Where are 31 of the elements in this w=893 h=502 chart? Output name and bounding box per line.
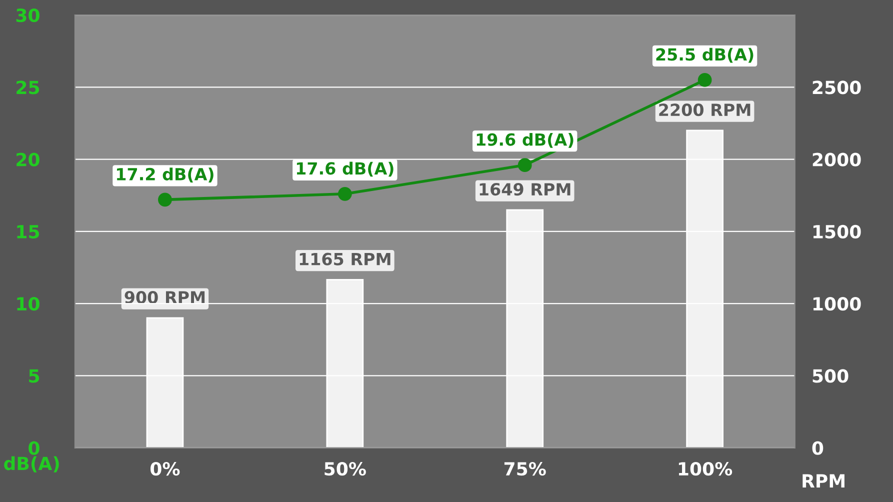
data-label: 17.6 dB(A): [296, 162, 394, 177]
y2-tick-label: 2500: [812, 80, 861, 94]
x-tick-label: 50%: [324, 462, 366, 476]
data-label: 25.5 dB(A): [656, 48, 754, 63]
y-tick-label: 25: [16, 80, 40, 94]
data-label: 1649 RPM: [480, 183, 570, 196]
y2-tick-label: 500: [812, 369, 848, 383]
data-label: 1165 RPM: [300, 252, 390, 266]
y-axis-title: dB(A): [4, 456, 59, 472]
data-label: 17.2 dB(A): [117, 168, 214, 182]
y-tick-label: 30: [16, 8, 40, 22]
y-tick-label: 20: [16, 152, 40, 166]
x-tick-label: 100%: [678, 462, 732, 476]
y2-tick-label: 0: [812, 441, 824, 455]
y2-tick-label: 1500: [813, 224, 861, 239]
y2-tick-label: 2000: [812, 152, 861, 166]
x-tick-label: 0%: [150, 462, 180, 476]
x-tick-label: 75%: [504, 462, 546, 476]
point: [698, 73, 712, 87]
y-tick-label: 15: [17, 225, 40, 239]
y2-tick-label: 1000: [813, 297, 861, 311]
point: [338, 186, 352, 201]
y-tick-label: 5: [29, 369, 40, 383]
data-label: 19.6 dB(A): [476, 132, 574, 148]
data-label: 2200 RPM: [659, 104, 750, 116]
data-label: 900 RPM: [124, 291, 205, 304]
point: [518, 158, 532, 172]
y2-axis-title: RPM: [802, 474, 844, 488]
y-tick-label: 10: [17, 297, 40, 311]
y-tick-label: 0: [28, 441, 40, 455]
point: [158, 192, 172, 207]
